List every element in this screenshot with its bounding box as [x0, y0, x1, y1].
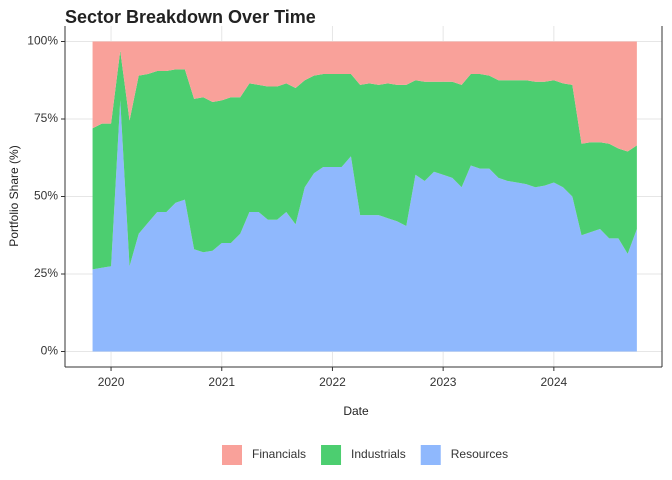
area	[92, 41, 637, 152]
y-tick-label: 0%	[41, 344, 59, 358]
legend-label: Industrials	[351, 447, 406, 461]
y-tick-label: 25%	[34, 266, 58, 280]
area	[92, 100, 637, 352]
y-axis-title: Portfolio Share (%)	[7, 145, 21, 246]
y-tick-label: 100%	[27, 34, 58, 48]
y-tick-label: 50%	[34, 189, 58, 203]
x-tick-label: 2020	[98, 375, 125, 389]
chart-title: Sector Breakdown Over Time	[65, 7, 316, 27]
legend-label: Financials	[252, 447, 306, 461]
x-axis-title: Date	[343, 404, 369, 418]
area	[92, 50, 637, 270]
x-tick-label: 2021	[208, 375, 235, 389]
x-tick-label: 2023	[430, 375, 457, 389]
x-tick-label: 2024	[540, 375, 567, 389]
x-tick-label: 2022	[319, 375, 346, 389]
legend-label: Resources	[451, 447, 508, 461]
y-tick-label: 75%	[34, 111, 58, 125]
legend-swatch	[420, 445, 441, 465]
legend-swatch	[222, 445, 242, 465]
legend-swatch	[321, 445, 342, 465]
